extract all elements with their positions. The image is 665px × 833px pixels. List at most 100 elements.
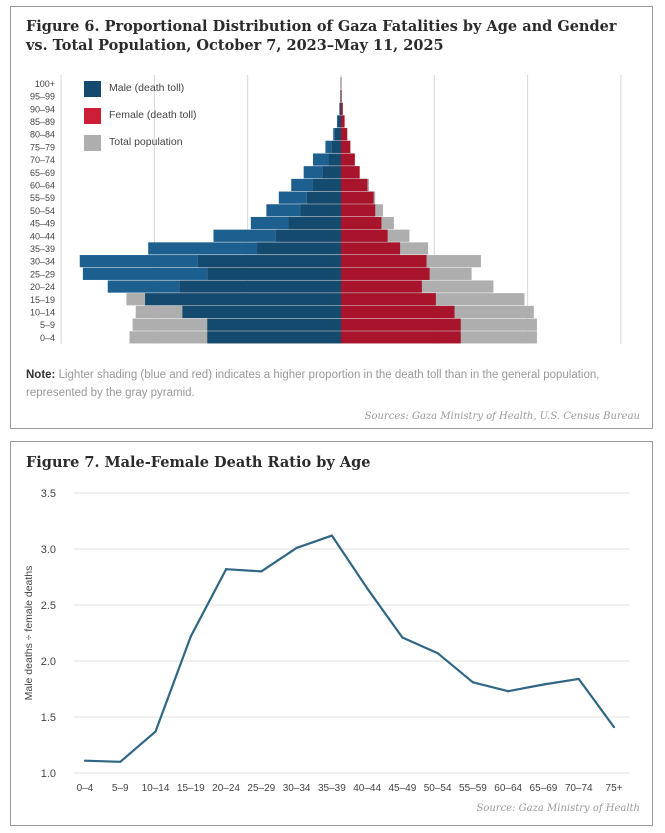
- pyramid-age-label: 20–24: [30, 282, 55, 292]
- pyramid-bar-female: [341, 178, 368, 192]
- pyramid-bar-female: [341, 140, 351, 153]
- pyramid-bar-male-excess: [333, 128, 335, 141]
- pyramid-bar-male-excess: [82, 267, 208, 280]
- ratio-x-tick-label: 65–69: [530, 783, 558, 794]
- pyramid-bar-female: [341, 318, 461, 331]
- pyramid-bar-female: [341, 204, 376, 217]
- ratio-y-tick-label: 3.5: [41, 488, 56, 500]
- pyramid-bar-male: [197, 255, 341, 268]
- pyramid-age-label: 75–79: [30, 142, 55, 152]
- pyramid-age-label: 25–29: [30, 269, 55, 279]
- ratio-x-tick-label: 75+: [606, 783, 623, 794]
- note-label: Note:: [26, 369, 56, 381]
- pyramid-age-label: 30–34: [30, 257, 55, 267]
- pyramid-bar-male: [339, 102, 341, 115]
- legend-swatch-population: [84, 135, 101, 151]
- pyramid-bar-female: [341, 280, 422, 293]
- ratio-x-tick-label: 35–39: [318, 783, 346, 794]
- ratio-x-tick-label: 40–44: [353, 783, 381, 794]
- pyramid-age-label: 50–54: [30, 206, 55, 216]
- pyramid-age-label: 0–4: [40, 333, 55, 343]
- ratio-y-axis-label: Male deaths ÷ female deaths: [23, 566, 35, 701]
- pyramid-bar-male-excess: [303, 166, 323, 179]
- figure7-panel: Figure 7. Male-Female Death Ratio by Age…: [10, 441, 653, 826]
- pyramid-bar-female: [341, 89, 342, 103]
- pyramid-age-label: 85–89: [30, 117, 55, 127]
- pyramid-bar-male: [334, 128, 341, 141]
- ratio-x-tick-label: 25–29: [247, 783, 275, 794]
- ratio-x-tick-label: 15–19: [177, 783, 205, 794]
- ratio-data-point: [295, 546, 298, 549]
- ratio-x-tick-label: 5–9: [112, 783, 129, 794]
- ratio-x-tick-label: 10–14: [142, 783, 170, 794]
- pyramid-chart: 9.0%6.0%3.0%0.0%3.0%6.0%9.0%0–45–910–141…: [30, 75, 622, 344]
- figure6-panel: Figure 6. Proportional Distribution of G…: [10, 6, 653, 429]
- pyramid-age-label: 95–99: [30, 92, 55, 102]
- ratio-data-point: [577, 677, 580, 681]
- ratio-x-tick-label: 70–74: [565, 783, 593, 794]
- pyramid-bar-female: [341, 153, 355, 166]
- ratio-data-point: [83, 759, 87, 762]
- pyramid-bar-female: [341, 331, 461, 344]
- figure7-title: Figure 7. Male-Female Death Ratio by Age: [26, 454, 371, 471]
- ratio-series-line: [84, 534, 615, 763]
- pyramid-bar-female-excess: [344, 115, 345, 128]
- pyramid-bar-male-excess: [107, 280, 180, 293]
- pyramid-bar-male-excess: [336, 115, 338, 128]
- pyramid-bar-female: [341, 229, 388, 242]
- pyramid-age-label: 45–49: [30, 219, 55, 229]
- pyramid-bar-male: [313, 178, 341, 192]
- pyramid-bar-male: [182, 305, 341, 319]
- pyramid-age-label: 65–69: [30, 168, 55, 178]
- pyramid-bar-male: [207, 267, 341, 280]
- legend-swatch-male: [84, 81, 101, 97]
- pyramid-bar-female: [341, 305, 455, 319]
- legend-label-female: Female (death toll): [109, 109, 197, 121]
- pyramid-bar-male: [257, 242, 341, 255]
- ratio-data-point: [154, 730, 157, 733]
- ratio-y-tick-label: 1.0: [41, 768, 56, 780]
- pyramid-bar-female: [341, 293, 436, 306]
- pyramid-bar-female: [341, 267, 430, 280]
- figure6-source: Sources: Gaza Ministry of Health, U.S. C…: [364, 411, 640, 422]
- pyramid-age-label: 15–19: [30, 295, 55, 305]
- pyramid-bar-male: [207, 318, 341, 331]
- ratio-y-tick-label: 3.0: [41, 544, 56, 556]
- pyramid-bar-male-excess: [213, 229, 276, 242]
- pyramid-age-label: 10–14: [30, 307, 55, 317]
- pyramid-bar-male: [306, 191, 341, 204]
- figure6-note: Note: Lighter shading (blue and red) ind…: [26, 366, 641, 402]
- pyramid-bar-male: [300, 204, 341, 217]
- ratio-x-tick-label: 0–4: [77, 783, 94, 794]
- pyramid-bar-male-excess: [325, 140, 332, 153]
- pyramid-bar-female: [341, 102, 343, 115]
- pyramid-age-label: 70–74: [30, 155, 55, 165]
- pyramid-bar-male-excess: [266, 204, 301, 217]
- pyramid-bar-female: [341, 166, 360, 179]
- pyramid-bar-female: [341, 128, 348, 141]
- pyramid-age-label: 40–44: [30, 231, 55, 241]
- ratio-line-chart: 1.0 1.5 2.0 2.5 3.0 3.5 0–4 5–9 10–14 15–19 20–24 2…: [23, 488, 629, 794]
- ratio-data-point: [471, 681, 475, 684]
- ratio-x-tick-label: 50–54: [424, 783, 452, 794]
- ratio-x-tick-label: 20–24: [212, 783, 240, 794]
- ratio-data-point: [436, 652, 439, 655]
- ratio-y-tick-label: 2.0: [41, 656, 56, 668]
- ratio-data-point: [330, 534, 333, 537]
- ratio-x-tick-label: 30–34: [283, 783, 311, 794]
- pyramid-bar-male: [288, 216, 341, 230]
- pyramid-bar-male: [331, 140, 341, 153]
- ratio-y-tick-label: 1.5: [41, 712, 56, 724]
- pyramid-bar-male-excess: [313, 153, 329, 166]
- pyramid-bar-female: [341, 255, 427, 268]
- pyramid-bar-male: [145, 293, 341, 306]
- ratio-data-point: [119, 760, 122, 763]
- pyramid-bar-male-excess: [148, 242, 258, 255]
- legend-swatch-female: [84, 108, 101, 124]
- pyramid-bar-female: [341, 216, 382, 230]
- pyramid-bar-male: [328, 153, 341, 166]
- pyramid-bar-male: [275, 229, 341, 242]
- pyramid-bar-male: [322, 166, 341, 179]
- pyramid-bar-male: [207, 331, 341, 344]
- pyramid-bar-female: [341, 191, 374, 204]
